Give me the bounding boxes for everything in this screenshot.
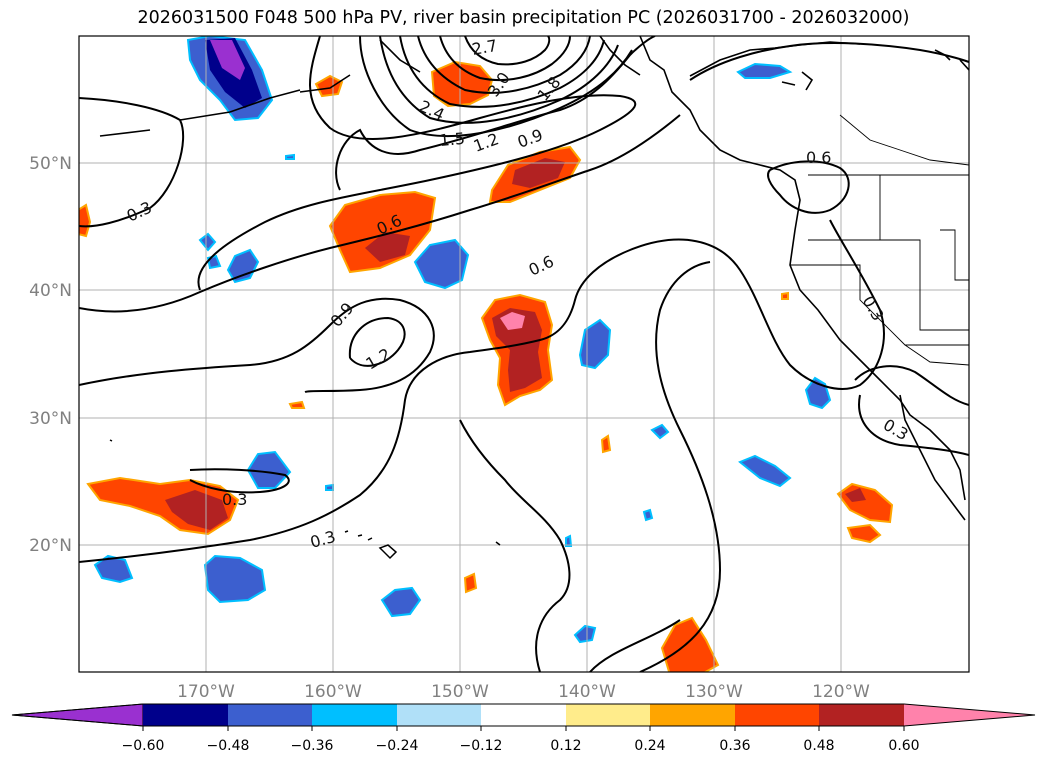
colorbar-tick-label: −0.36 <box>291 738 334 754</box>
lat-label: 20°N <box>29 536 72 556</box>
colorbar-ticks <box>142 726 905 731</box>
longitude-labels: 170°W 160°W 150°W 140°W 130°W 120°W <box>177 682 870 702</box>
gridlines <box>79 36 969 672</box>
colorbar-tick-label: −0.12 <box>460 738 503 754</box>
colorbar-tick-label: −0.24 <box>376 738 419 754</box>
colorbar-segment <box>481 704 566 726</box>
lon-label: 120°W <box>812 682 870 702</box>
colorbar-extend-right <box>904 704 1035 726</box>
colorbar-extend-left <box>11 703 144 727</box>
latitude-labels: 50°N 40°N 30°N 20°N <box>29 154 72 556</box>
colorbar-tick-label: −0.48 <box>207 738 250 754</box>
colorbar-tick-label: 0.48 <box>803 738 834 754</box>
political-borders <box>790 114 969 366</box>
lon-label: 150°W <box>431 682 489 702</box>
colorbar-segment <box>819 704 904 726</box>
contour-labels: 2.7 3.0 2.4 1.8 1.5 1.2 0.9 0.6 0.3 0.6 … <box>124 36 912 552</box>
colorbar-segment <box>650 704 735 726</box>
colorbar-segment <box>312 704 397 726</box>
lat-label: 40°N <box>29 281 72 301</box>
colorbar-tick-label: 0.36 <box>719 738 750 754</box>
colorbar-segment <box>397 704 481 726</box>
contour-label: 2.7 <box>470 36 498 59</box>
colorbar-segment <box>566 704 650 726</box>
map-panel: 2.7 3.0 2.4 1.8 1.5 1.2 0.9 0.6 0.3 0.6 … <box>79 36 969 672</box>
figure-title: 2026031500 F048 500 hPa PV, river basin … <box>137 8 910 28</box>
pv-contours <box>79 36 969 672</box>
lon-label: 130°W <box>685 682 743 702</box>
precip-positive-areas <box>79 60 894 672</box>
lon-label: 170°W <box>177 682 235 702</box>
colorbar-tick-label: 0.24 <box>634 738 665 754</box>
lon-label: 140°W <box>558 682 616 702</box>
map-frame <box>78 35 970 673</box>
colorbar-segment <box>735 704 819 726</box>
islands <box>109 439 501 560</box>
colorbar-segment <box>228 704 312 726</box>
coastlines <box>99 36 969 521</box>
colorbar-tick-label: 0.12 <box>550 738 581 754</box>
contour-label: 0.6 <box>806 148 831 167</box>
contour-label: 1.5 <box>439 129 466 150</box>
colorbar-segment <box>143 704 228 726</box>
lon-label: 160°W <box>304 682 362 702</box>
lat-label: 50°N <box>29 154 72 174</box>
colorbar-tick-label: 0.60 <box>888 738 919 754</box>
colorbar: −0.60 −0.48 −0.36 −0.24 −0.12 0.12 0.24 … <box>11 703 1036 754</box>
colorbar-tick-label: −0.60 <box>122 738 165 754</box>
contour-label: 0.3 <box>222 490 247 509</box>
lat-label: 30°N <box>29 409 72 429</box>
